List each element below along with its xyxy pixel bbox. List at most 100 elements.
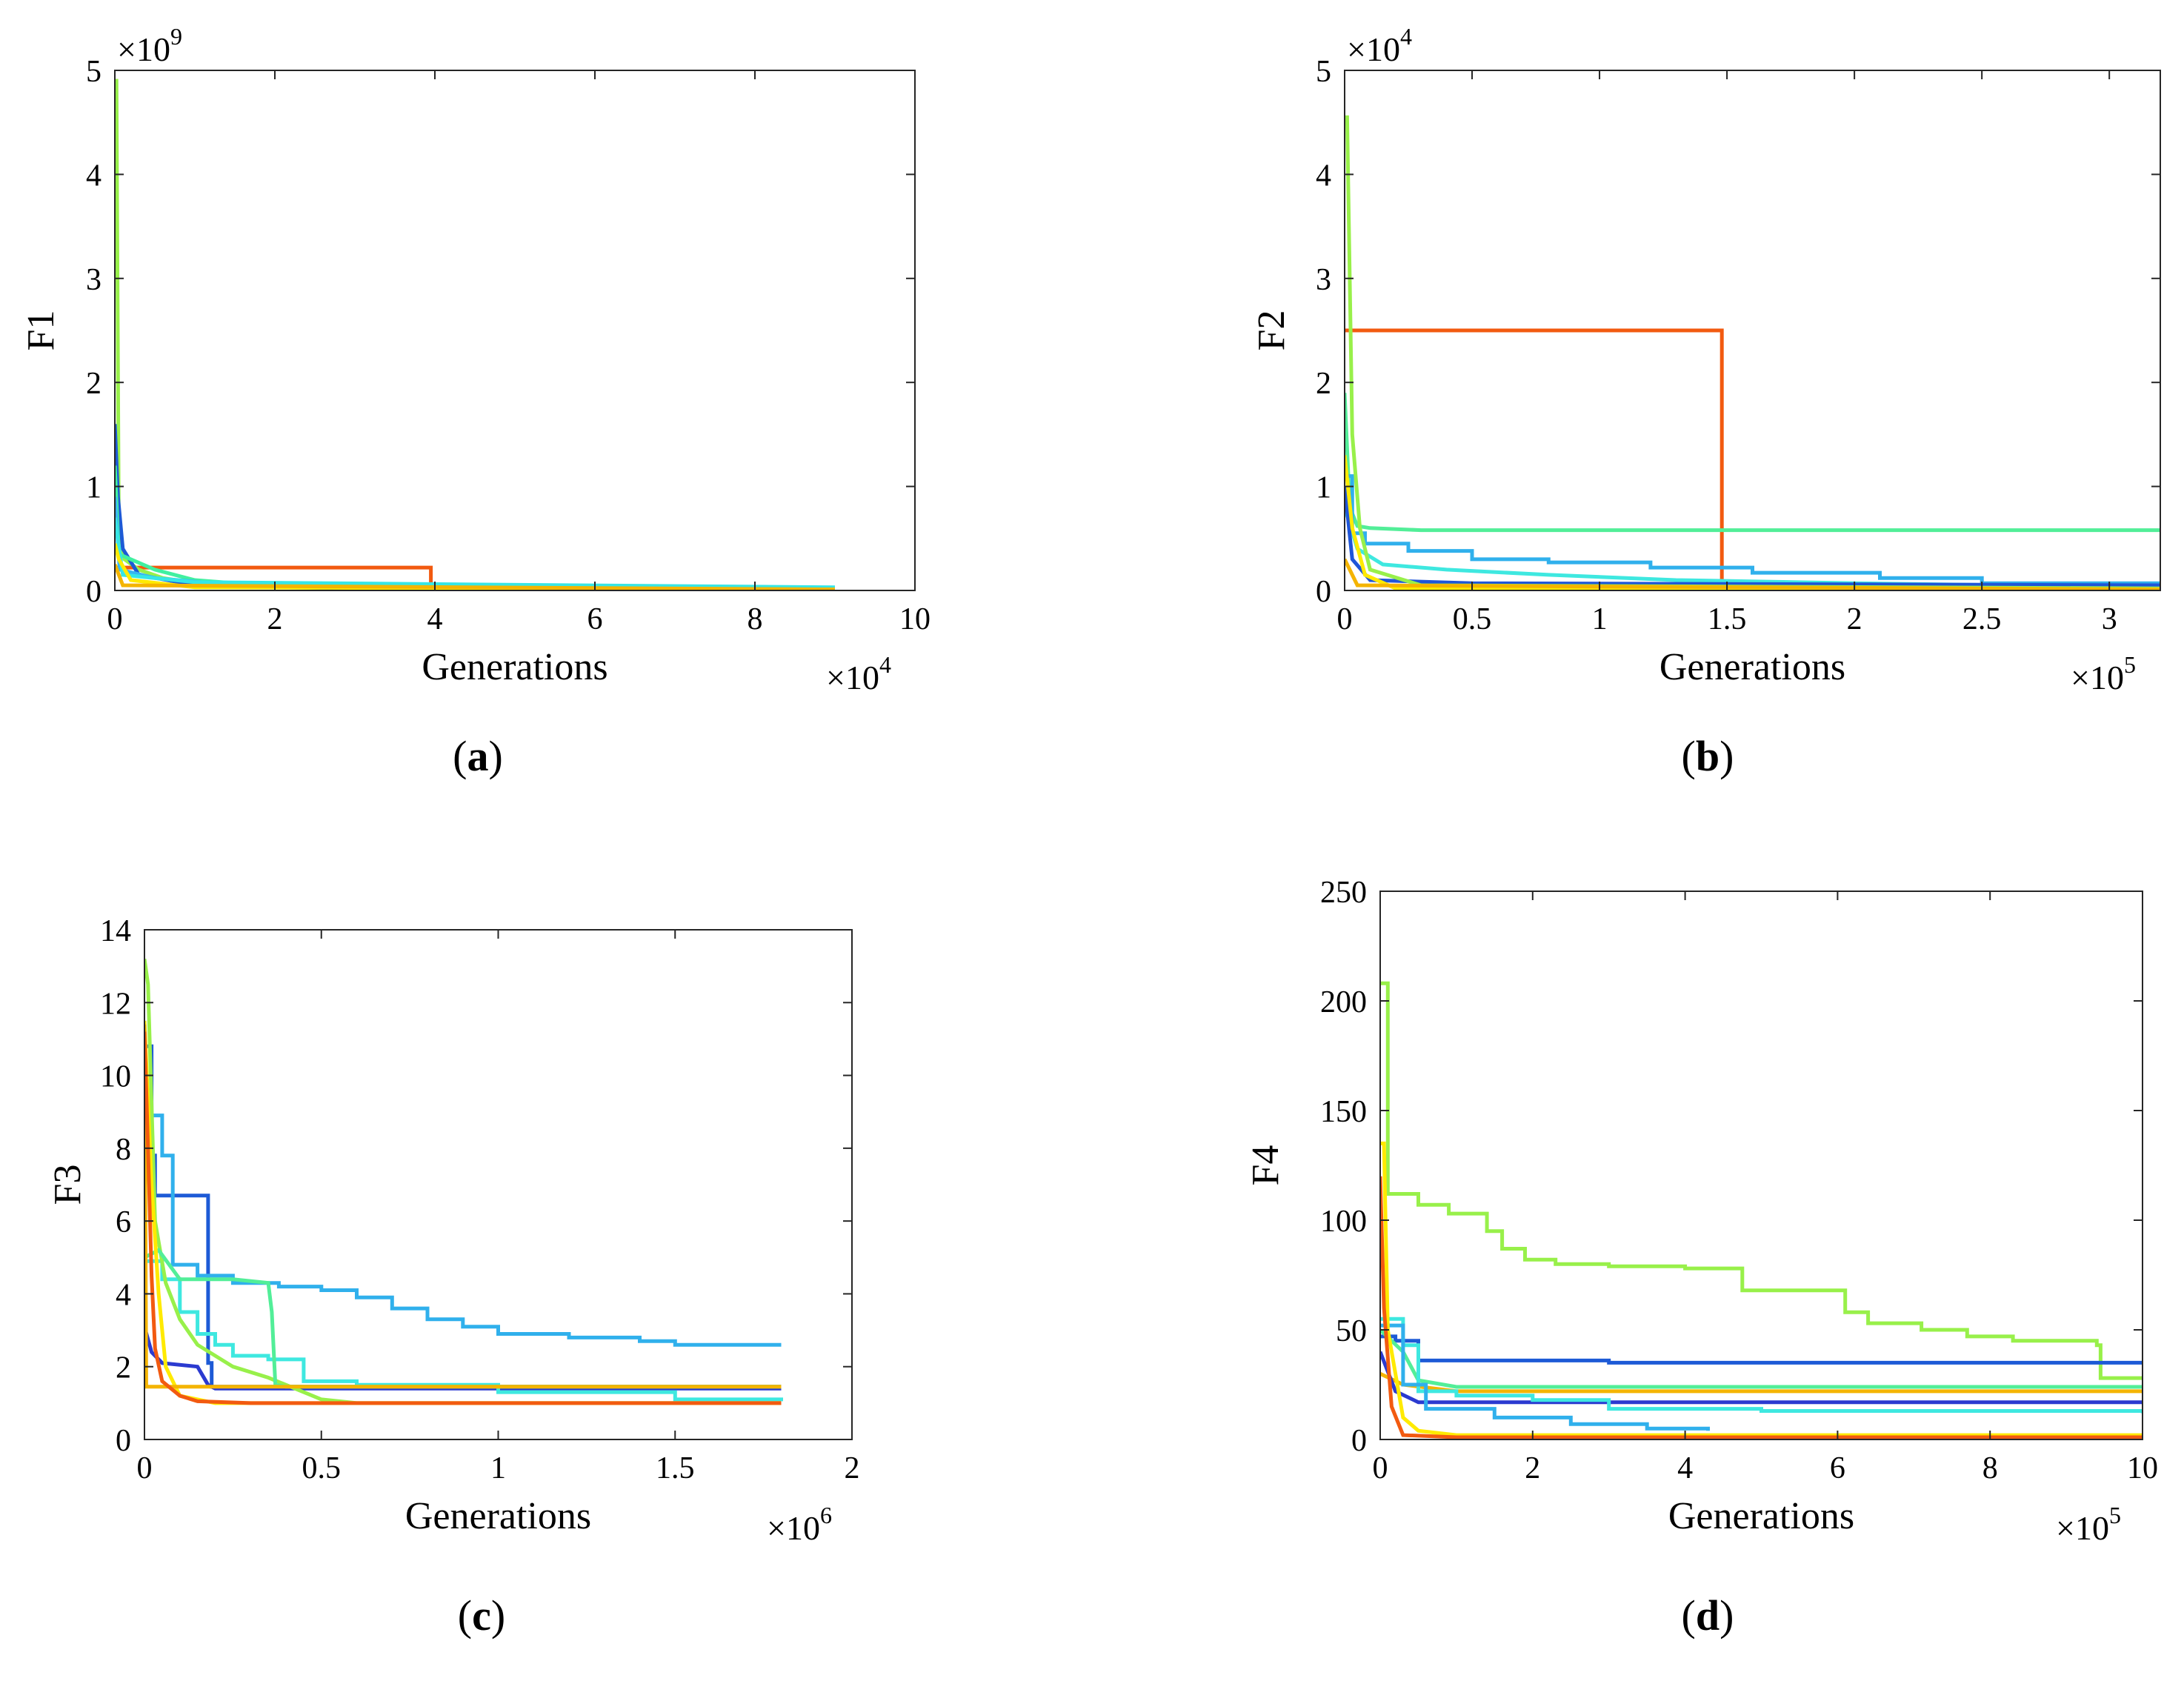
panel-label: (b)	[1682, 732, 1734, 780]
panel-label: (a)	[453, 732, 503, 780]
x-axis-label: Generations	[405, 1495, 591, 1537]
series-line-light-blue	[115, 496, 836, 590]
y-tick-label: 0	[86, 575, 101, 609]
x-tick-label: 1.5	[1708, 602, 1747, 636]
y-tick-label: 3	[1316, 263, 1331, 297]
y-tick-label: 6	[116, 1205, 131, 1239]
y-tick-label: 150	[1320, 1095, 1367, 1129]
x-tick-label: 2	[1525, 1451, 1540, 1485]
x-tick-label: 0	[1337, 602, 1353, 636]
y-axis-label: F1	[20, 310, 62, 351]
panel-c: 0 0.5 1 1.5 2 0 2 4 6 8 10 12 14 Generations F3 ×106 (c)	[47, 914, 860, 1640]
y-axis-label: F3	[47, 1165, 89, 1205]
x-tick-label: 4	[1677, 1451, 1693, 1485]
y-axis-label: F4	[1245, 1145, 1287, 1186]
series-line-amber	[144, 1024, 782, 1389]
y-exponent-label: ×104	[1347, 23, 1412, 68]
y-tick-label: 100	[1320, 1205, 1367, 1239]
series-line-yellow	[1345, 455, 2160, 590]
series-line-cyan	[144, 1259, 783, 1402]
x-axis-label: Generations	[1659, 646, 1845, 688]
series-line-green	[1380, 981, 2143, 1380]
y-tick-label: 2	[116, 1351, 131, 1385]
x-tick-label: 10	[2127, 1451, 2158, 1485]
x-tick-label: 2	[267, 602, 283, 636]
x-tick-label: 0	[1373, 1451, 1388, 1485]
x-tick-label: 0	[107, 602, 123, 636]
series-line-teal	[115, 465, 836, 590]
y-exponent-label: ×109	[117, 23, 182, 68]
x-tick-label: 0.5	[1453, 602, 1492, 636]
plot-frame	[114, 70, 916, 591]
y-tick-label: 1	[86, 471, 101, 505]
series-line-teal	[1380, 1328, 2143, 1389]
x-tick-label: 6	[587, 602, 603, 636]
panel-b: 0 0.5 1 1.5 2 2.5 3 0 1 2 3 4 5 Generations F2 ×105 ×104…	[1251, 23, 2161, 780]
series-line-light-blue	[1345, 474, 2160, 585]
series-line-orange-red	[1380, 1176, 2143, 1439]
x-tick-label: 1	[1592, 602, 1608, 636]
series-line-light-blue	[1380, 1323, 1710, 1431]
x-tick-label: 0.5	[302, 1451, 342, 1485]
series-line-cyan	[1380, 1316, 2143, 1414]
plot-frame	[144, 929, 853, 1440]
y-tick-label: 4	[86, 159, 101, 193]
y-tick-label: 1	[1316, 471, 1331, 505]
series-line-cyan	[115, 517, 836, 590]
series-line-amber	[1345, 558, 2160, 590]
panel-label: (c)	[458, 1591, 505, 1640]
x-tick-label: 2	[845, 1451, 860, 1485]
panel-a: 0 2 4 6 8 10 0 1 2 3 4 5 Generations F1 ×104 ×109 (a)	[20, 23, 930, 780]
series-line-green	[1345, 115, 2160, 590]
x-tick-label: 2	[1847, 602, 1862, 636]
x-tick-label: 8	[1982, 1451, 1998, 1485]
y-tick-label: 4	[116, 1278, 131, 1312]
y-tick-label: 12	[100, 987, 131, 1021]
series-group	[144, 958, 783, 1405]
x-tick-label: 10	[899, 602, 930, 636]
x-tick-label: 1.5	[656, 1451, 695, 1485]
series-group	[1345, 115, 2160, 590]
y-tick-label: 2	[86, 367, 101, 401]
x-axis-label: Generations	[422, 646, 607, 688]
series-line-green	[144, 958, 782, 1405]
series-line-amber	[115, 564, 836, 590]
x-exponent-label: ×105	[2071, 651, 2136, 696]
plot-frame	[1379, 891, 2143, 1440]
series-line-light-blue	[144, 1114, 782, 1347]
y-tick-label: 0	[1351, 1424, 1367, 1458]
x-tick-label: 6	[1830, 1451, 1845, 1485]
y-tick-label: 0	[1316, 575, 1331, 609]
series-line-teal	[1345, 393, 2160, 533]
y-tick-label: 4	[1316, 159, 1331, 193]
x-exponent-label: ×106	[767, 1502, 832, 1547]
plot-frame	[1344, 70, 2161, 591]
panel-d: 0 2 4 6 8 10050100150200250GenerationsF4×105(…	[1245, 876, 2158, 1640]
y-tick-label: 14	[100, 914, 131, 948]
x-exponent-label: ×104	[826, 651, 891, 696]
series-line-blue	[115, 424, 836, 590]
y-tick-label: 50	[1336, 1314, 1367, 1348]
x-tick-label: 4	[427, 602, 443, 636]
series-line-orange-red	[144, 1031, 782, 1405]
series-line-yellow	[1380, 1141, 2143, 1437]
y-tick-label: 8	[116, 1133, 131, 1167]
x-tick-label: 2.5	[1962, 602, 2002, 636]
series-line-blue	[144, 1044, 782, 1389]
x-exponent-label: ×105	[2056, 1502, 2121, 1547]
y-tick-label: 0	[116, 1424, 131, 1458]
x-tick-label: 3	[2102, 602, 2117, 636]
y-tick-label: 200	[1320, 985, 1367, 1019]
x-axis-label: Generations	[1668, 1495, 1854, 1537]
series-line-green	[115, 79, 836, 590]
y-tick-label: 250	[1320, 876, 1367, 910]
y-tick-label: 10	[100, 1060, 131, 1094]
x-tick-label: 0	[137, 1451, 153, 1485]
y-tick-label: 5	[1316, 55, 1331, 89]
y-tick-label: 2	[1316, 367, 1331, 401]
x-tick-label: 8	[748, 602, 763, 636]
panel-label: (d)	[1682, 1591, 1734, 1640]
y-axis-label: F2	[1251, 310, 1293, 351]
y-tick-label: 5	[86, 55, 101, 89]
